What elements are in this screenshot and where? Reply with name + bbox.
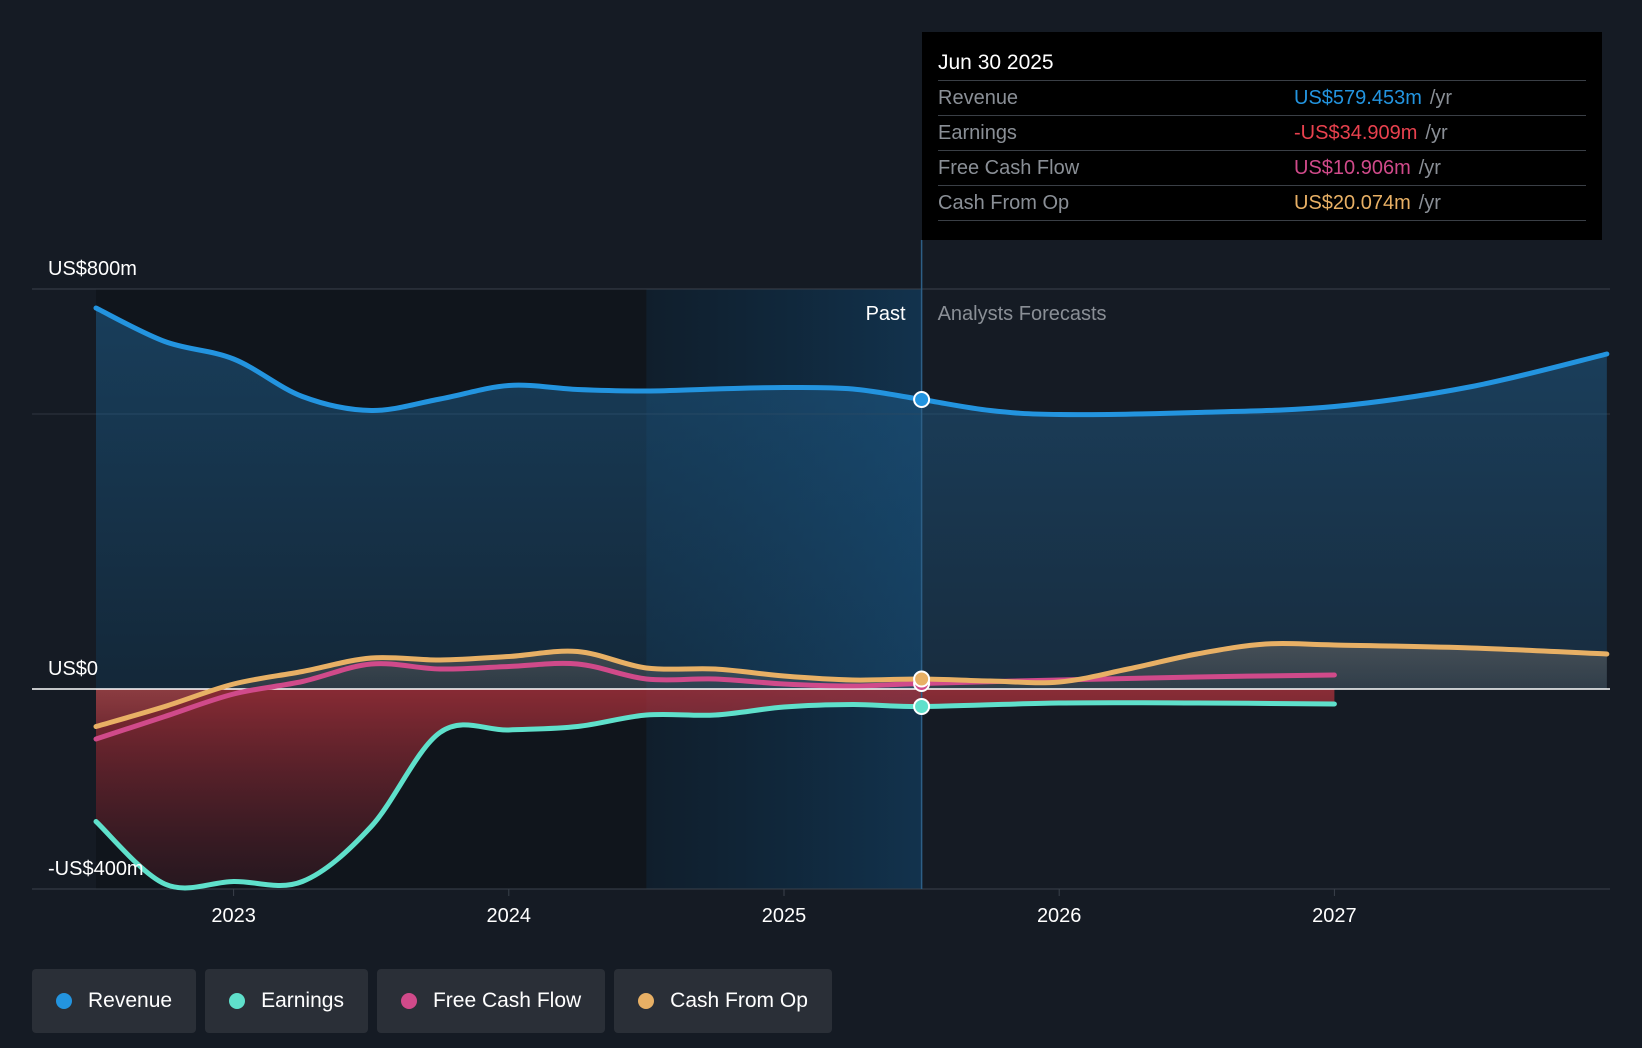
tooltip-date: Jun 30 2025	[938, 48, 1586, 81]
y-tick-label: -US$400m	[48, 858, 144, 880]
tooltip: Jun 30 2025 Revenue US$579.453m /yr Earn…	[922, 32, 1602, 240]
earnings-line	[93, 700, 1337, 891]
tooltip-label: Earnings	[938, 122, 1017, 144]
tooltip-value: US$10.906m	[1294, 157, 1411, 179]
x-tick-label: 2026	[1037, 905, 1082, 927]
legend-item-fcf[interactable]: Free Cash Flow	[376, 969, 606, 1033]
tooltip-row-cfo: Cash From Op US$20.074m /yr	[938, 186, 1586, 221]
tooltip-unit: /yr	[1429, 87, 1453, 109]
cfo-marker	[913, 670, 931, 688]
cfo-dot-icon	[638, 993, 655, 1009]
legend-label: Revenue	[88, 989, 173, 1012]
legend: Revenue Earnings Free Cash Flow Cash Fro…	[32, 969, 832, 1033]
earnings-marker	[913, 698, 931, 715]
earnings-dot-icon	[229, 993, 246, 1009]
tooltip-label: Revenue	[938, 87, 1019, 109]
tooltip-unit: /yr	[1418, 157, 1441, 179]
y-tick-label: US$800m	[48, 258, 137, 280]
tooltip-label: Free Cash Flow	[938, 157, 1080, 179]
y-tick-label: US$0	[48, 658, 98, 680]
legend-label: Free Cash Flow	[432, 989, 582, 1012]
tooltip-row-fcf: Free Cash Flow US$10.906m /yr	[938, 151, 1586, 186]
x-tick-label: 2024	[487, 905, 532, 927]
legend-label: Cash From Op	[670, 989, 808, 1012]
tooltip-value: US$20.074m	[1294, 192, 1411, 214]
revenue-marker	[913, 391, 931, 408]
legend-item-revenue[interactable]: Revenue	[32, 969, 197, 1033]
tooltip-label: Cash From Op	[938, 192, 1070, 214]
legend-label: Earnings	[261, 989, 344, 1012]
tooltip-unit: /yr	[1425, 122, 1448, 144]
earnings-area	[96, 689, 1335, 888]
revenue-line	[93, 305, 1610, 418]
tooltip-unit: /yr	[1418, 192, 1441, 214]
revenue-dot-icon	[56, 993, 72, 1009]
x-tick-label: 2025	[762, 905, 807, 927]
legend-item-earnings[interactable]: Earnings	[205, 969, 368, 1033]
forecast-label: Analysts Forecasts	[938, 303, 1107, 325]
tooltip-row-revenue: Revenue US$579.453m /yr	[938, 81, 1586, 116]
fcf-dot-icon	[400, 993, 417, 1009]
past-label: Past	[866, 303, 906, 325]
legend-item-cfo[interactable]: Cash From Op	[614, 969, 832, 1033]
tooltip-value: US$579.453m	[1294, 87, 1422, 109]
x-tick-label: 2027	[1312, 905, 1357, 927]
tooltip-value: -US$34.909m	[1294, 122, 1418, 144]
x-tick-label: 2023	[211, 905, 256, 927]
tooltip-row-earnings: Earnings -US$34.909m /yr	[938, 116, 1586, 151]
revenue-area	[96, 308, 1607, 689]
cfo-line	[93, 640, 1610, 729]
